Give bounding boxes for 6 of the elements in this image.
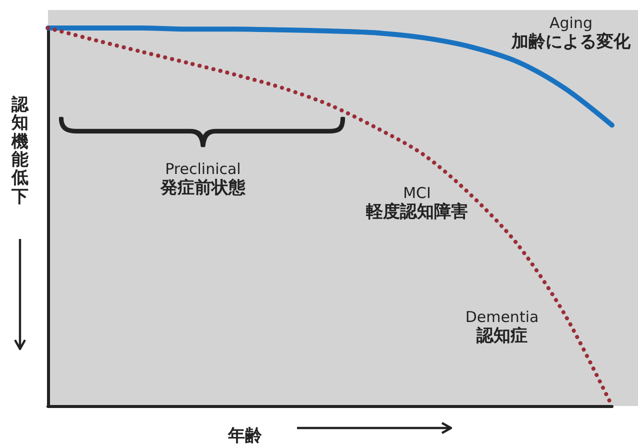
annotation: Aging 加齢による変化: [512, 14, 630, 52]
annotation: Dementia 認知症: [465, 308, 539, 346]
annotation: Preclinical 発症前状態: [160, 160, 246, 198]
x-axis-title: 年齢: [228, 425, 262, 447]
y-axis-title: 認知機能低下: [10, 95, 30, 207]
annotation: MCI 軽度認知障害: [366, 184, 468, 222]
